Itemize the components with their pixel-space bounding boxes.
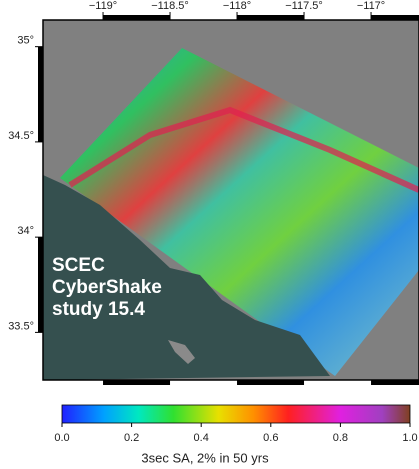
frame-bar [38, 237, 43, 332]
annotation: SCEC [52, 255, 105, 276]
frame-bar [237, 15, 304, 20]
annotation: CyberShake [52, 277, 162, 298]
page: SCEC CyberShake study 15.4 3sec SA, 2% i… [0, 0, 419, 469]
y-tick-label: 35° [17, 35, 34, 47]
x-tick-label: −118° [223, 0, 251, 12]
colorbar [62, 405, 410, 423]
frame-bar [371, 380, 419, 385]
frame-bar [38, 47, 43, 142]
y-tick-label: 33.5° [8, 320, 34, 332]
frame-bar [237, 380, 304, 385]
x-tick-label: −118.5° [151, 0, 189, 12]
colorbar-tick-label: 0.4 [194, 432, 209, 444]
figure: SCEC CyberShake study 15.4 3sec SA, 2% i… [0, 0, 419, 469]
frame-bar [103, 380, 170, 385]
x-tick-label: −119° [89, 0, 117, 12]
colorbar-label: 3sec SA, 2% in 50 yrs [141, 450, 269, 465]
annotation: study 15.4 [52, 299, 145, 320]
x-tick-label: −117.5° [285, 0, 323, 12]
colorbar-tick-label: 0.2 [124, 432, 139, 444]
frame-bar [103, 15, 170, 20]
map: SCEC CyberShake study 15.4 [43, 20, 419, 380]
colorbar-tick-label: 0.0 [54, 432, 69, 444]
y-tick-label: 34.5° [8, 130, 34, 142]
colorbar-tick-label: 0.8 [333, 432, 348, 444]
y-tick-label: 34° [17, 225, 34, 237]
colorbar-tick-label: 1.0 [402, 432, 417, 444]
frame-bar [371, 15, 419, 20]
x-tick-label: −117° [357, 0, 385, 12]
colorbar-tick-label: 0.6 [263, 432, 278, 444]
